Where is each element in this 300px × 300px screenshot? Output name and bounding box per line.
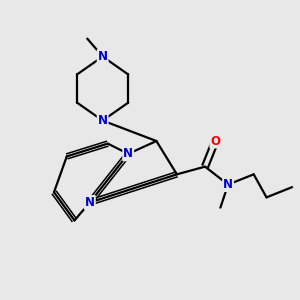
Text: N: N bbox=[98, 114, 108, 127]
Text: O: O bbox=[210, 134, 220, 148]
Text: N: N bbox=[223, 178, 233, 191]
Text: N: N bbox=[85, 196, 95, 209]
Text: N: N bbox=[123, 147, 133, 160]
Text: N: N bbox=[98, 50, 108, 63]
